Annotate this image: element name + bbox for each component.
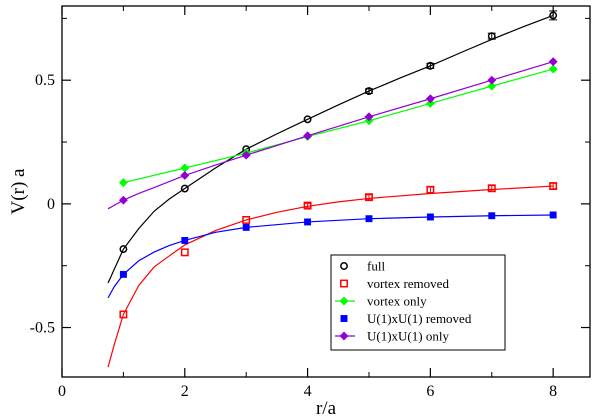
legend-label: U(1)xU(1) removed	[367, 311, 472, 326]
y-tick-label: 0	[47, 196, 55, 213]
legend: full vortex removed vortex only U(1)xU(1) r…	[330, 254, 506, 351]
data-point	[548, 57, 558, 67]
x-axis-title: r/a	[316, 398, 337, 419]
data-point	[303, 131, 313, 141]
legend-box	[330, 254, 506, 351]
y-tick-label: -0.5	[30, 320, 55, 337]
legend-label: U(1)xU(1) only	[367, 329, 449, 344]
data-point	[119, 310, 128, 319]
data-point	[426, 185, 435, 194]
data-point	[180, 170, 190, 180]
data-point	[242, 215, 251, 224]
x-tick-label: 6	[426, 383, 434, 400]
y-tick-label: 0.5	[35, 72, 55, 89]
legend-marker	[340, 262, 348, 270]
data-point	[487, 32, 496, 41]
data-point	[180, 248, 189, 257]
data-point	[181, 237, 189, 244]
data-point	[425, 94, 435, 104]
legend-marker	[340, 279, 348, 288]
fit-curve-1	[107, 185, 554, 368]
series-1	[107, 182, 558, 368]
data-point	[549, 211, 557, 219]
data-point	[487, 184, 496, 193]
data-point	[487, 81, 497, 91]
series-3	[107, 211, 557, 299]
legend-label: vortex only	[367, 294, 427, 309]
x-tick-label: 2	[181, 383, 189, 400]
data-point	[365, 215, 373, 223]
series-0	[107, 10, 558, 284]
data-point	[304, 218, 312, 226]
data-point	[241, 150, 251, 160]
data-point	[119, 245, 128, 254]
data-point	[364, 112, 374, 122]
fit-curve-0	[107, 14, 554, 284]
plot-frame	[61, 5, 591, 378]
x-tick-label: 0	[58, 383, 66, 400]
data-point	[365, 87, 373, 96]
data-point	[180, 184, 189, 193]
axes: 0 2 4 6 8 -0.5 0 0.5 r/a V(r) a	[8, 5, 591, 419]
data-point	[365, 193, 373, 202]
x-tick-label: 4	[304, 383, 312, 400]
data-point	[118, 195, 128, 205]
legend-label: full	[367, 259, 385, 274]
legend-marker	[339, 296, 349, 306]
data-point	[488, 212, 496, 220]
series-4	[107, 57, 558, 210]
plot-area	[107, 10, 558, 368]
data-point	[118, 178, 128, 188]
data-point	[549, 182, 558, 191]
legend-label: vortex removed	[367, 276, 449, 291]
data-point	[426, 61, 435, 70]
legend-marker	[339, 331, 349, 341]
data-point	[303, 201, 312, 210]
y-axis-title: V(r) a	[8, 168, 29, 214]
x-tick-label: 8	[549, 383, 557, 400]
data-point	[242, 223, 250, 231]
data-point	[425, 98, 435, 109]
data-point	[119, 270, 127, 278]
legend-marker	[340, 315, 348, 322]
fit-curve-4	[107, 61, 554, 210]
data-point	[487, 75, 497, 85]
data-point	[548, 64, 558, 74]
fit-curve-2	[123, 68, 554, 184]
data-point	[426, 213, 434, 221]
data-point	[303, 115, 312, 124]
